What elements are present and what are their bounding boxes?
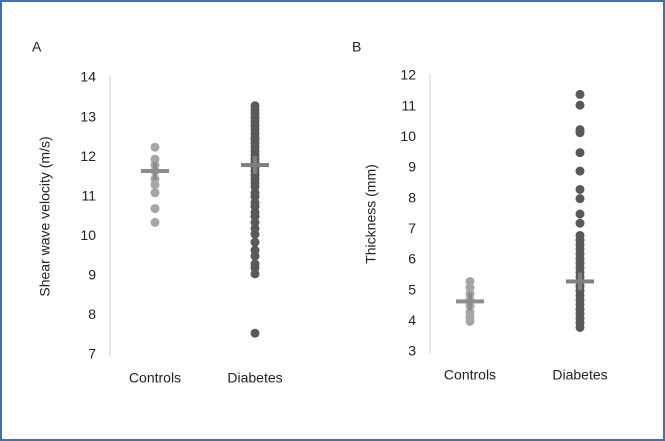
x-tick-label: Diabetes bbox=[227, 370, 282, 386]
data-point bbox=[250, 328, 260, 338]
y-axis-label: Thickness (mm) bbox=[363, 164, 379, 264]
panel-label: B bbox=[352, 39, 361, 55]
data-point bbox=[150, 217, 160, 227]
y-tick-label: 8 bbox=[408, 189, 416, 205]
data-point bbox=[465, 316, 475, 326]
data-point bbox=[575, 89, 585, 99]
y-tick-label: 10 bbox=[80, 227, 96, 243]
panel-label: A bbox=[32, 39, 42, 55]
data-point bbox=[150, 180, 160, 190]
x-tick-label: Controls bbox=[129, 370, 181, 386]
data-point bbox=[250, 237, 260, 247]
data-point bbox=[575, 184, 585, 194]
y-tick-label: 6 bbox=[408, 251, 416, 267]
data-point bbox=[575, 209, 585, 219]
mean-stem bbox=[153, 161, 157, 180]
y-tick-label: 10 bbox=[400, 128, 416, 144]
data-point bbox=[575, 148, 585, 158]
data-point bbox=[575, 194, 585, 204]
mean-stem bbox=[578, 272, 582, 291]
data-point bbox=[575, 100, 585, 110]
data-point bbox=[575, 128, 585, 138]
y-tick-label: 11 bbox=[81, 187, 96, 203]
y-tick-label: 5 bbox=[408, 281, 416, 297]
y-tick-label: 4 bbox=[408, 312, 416, 328]
data-point bbox=[150, 142, 160, 152]
y-tick-label: 9 bbox=[408, 159, 416, 175]
data-point bbox=[150, 204, 160, 214]
data-point bbox=[250, 229, 260, 239]
y-tick-label: 13 bbox=[80, 108, 96, 124]
y-axis-label: Shear wave velocity (m/s) bbox=[37, 136, 53, 296]
y-tick-label: 7 bbox=[408, 220, 416, 236]
data-point bbox=[575, 218, 585, 228]
y-tick-label: 12 bbox=[400, 67, 416, 83]
mean-stem bbox=[253, 156, 257, 175]
mean-stem bbox=[468, 292, 472, 311]
data-point bbox=[250, 269, 260, 279]
y-tick-label: 11 bbox=[401, 97, 416, 113]
x-tick-label: Diabetes bbox=[552, 367, 607, 383]
y-tick-label: 7 bbox=[88, 346, 96, 362]
data-point bbox=[575, 322, 585, 332]
y-tick-label: 9 bbox=[88, 267, 96, 283]
data-point bbox=[575, 166, 585, 176]
y-tick-label: 8 bbox=[88, 306, 96, 322]
y-tick-label: 12 bbox=[80, 148, 96, 164]
x-tick-label: Controls bbox=[444, 367, 496, 383]
data-point bbox=[250, 251, 260, 261]
data-point bbox=[150, 188, 160, 198]
y-tick-label: 3 bbox=[408, 343, 416, 359]
y-tick-label: 14 bbox=[80, 69, 96, 85]
